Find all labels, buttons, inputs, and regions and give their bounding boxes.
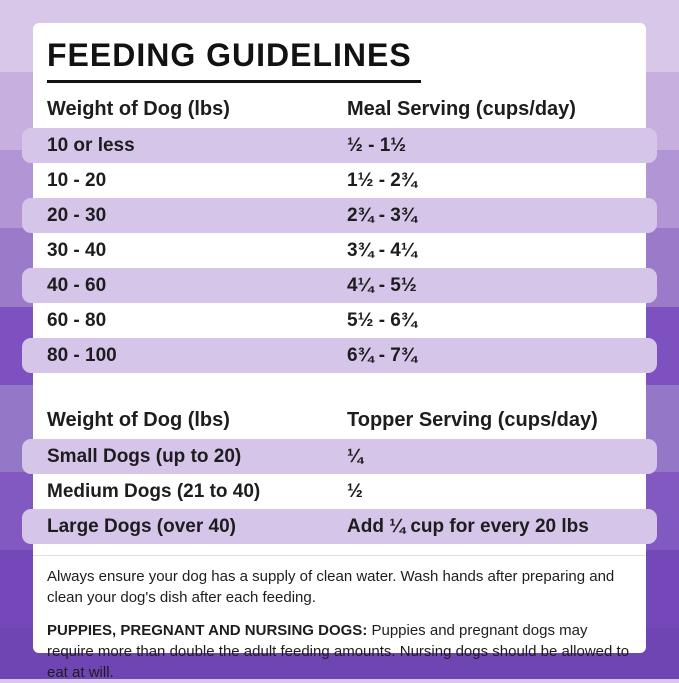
column-header-topper-serving: Topper Serving (cups/day)	[347, 409, 598, 431]
meal-table: 10 or less ½ - 1½ 10 - 20 1½ - 2¾ 20 - 3…	[22, 128, 657, 373]
meal-table-header: Weight of Dog (lbs) Meal Serving (cups/d…	[47, 83, 632, 128]
serving-cell: 2¾ - 3¾	[347, 204, 417, 226]
topper-table: Small Dogs (up to 20) ¼ Medium Dogs (21 …	[22, 439, 657, 544]
page-title: FEEDING GUIDELINES	[47, 37, 412, 73]
serving-cell: 6¾ - 7¾	[347, 344, 417, 366]
puppies-note-label: PUPPIES, PREGNANT AND NURSING DOGS:	[47, 622, 368, 639]
weight-cell: 10 - 20	[47, 169, 107, 191]
table-row: 10 or less ½ - 1½	[22, 128, 657, 163]
serving-cell: ½	[347, 480, 363, 502]
column-header-weight: Weight of Dog (lbs)	[47, 409, 230, 431]
serving-cell: 5½ - 6¾	[347, 309, 417, 331]
serving-cell: 3¾ - 4¼	[347, 239, 417, 261]
table-row: 60 - 80 5½ - 6¾	[47, 303, 632, 338]
weight-cell: 80 - 100	[47, 344, 117, 366]
table-row: Large Dogs (over 40) Add ¼ cup for every…	[22, 509, 657, 544]
title-underline	[47, 80, 421, 83]
table-row: 40 - 60 4¼ - 5½	[22, 268, 657, 303]
feeding-guidelines-card: FEEDING GUIDELINES Weight of Dog (lbs) M…	[22, 23, 657, 681]
serving-cell: ¼	[347, 445, 363, 467]
notes-divider	[33, 555, 646, 556]
water-note: Always ensure your dog has a supply of c…	[47, 568, 615, 606]
weight-cell: Large Dogs (over 40)	[47, 515, 236, 537]
table-row: 30 - 40 3¾ - 4¼	[47, 233, 632, 268]
serving-cell: 4¼ - 5½	[347, 274, 417, 296]
serving-cell: ½ - 1½	[347, 134, 407, 156]
weight-cell: 30 - 40	[47, 239, 107, 261]
topper-table-header: Weight of Dog (lbs) Topper Serving (cups…	[47, 394, 632, 439]
table-row: 80 - 100 6¾ - 7¾	[22, 338, 657, 373]
serving-cell: Add ¼ cup for every 20 lbs	[347, 515, 589, 537]
table-row: 10 - 20 1½ - 2¾	[47, 163, 632, 198]
puppies-note-text: Puppies and pregnant dogs may require mo…	[47, 622, 630, 681]
weight-cell: 40 - 60	[47, 274, 107, 296]
table-row: Medium Dogs (21 to 40) ½	[47, 474, 632, 509]
weight-cell: Small Dogs (up to 20)	[47, 445, 242, 467]
serving-cell: 1½ - 2¾	[347, 169, 417, 191]
table-row: Small Dogs (up to 20) ¼	[22, 439, 657, 474]
column-header-weight: Weight of Dog (lbs)	[47, 98, 230, 120]
table-row: 20 - 30 2¾ - 3¾	[22, 198, 657, 233]
column-header-meal-serving: Meal Serving (cups/day)	[347, 98, 576, 120]
puppies-note: PUPPIES, PREGNANT AND NURSING DOGS: Pupp…	[47, 620, 632, 683]
weight-cell: Medium Dogs (21 to 40)	[47, 480, 261, 502]
weight-cell: 20 - 30	[47, 204, 107, 226]
weight-cell: 60 - 80	[47, 309, 107, 331]
weight-cell: 10 or less	[47, 134, 135, 156]
